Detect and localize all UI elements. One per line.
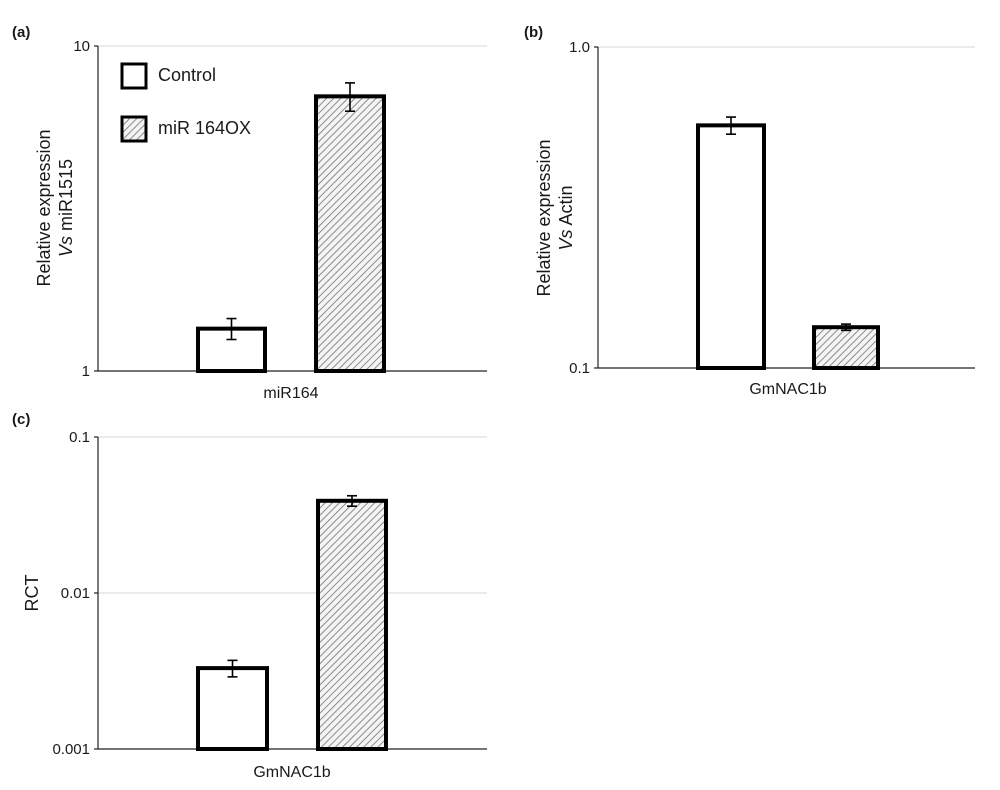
- chart-panel-a: (a) 1 10 Relative expression Vs miR1515 miR16…: [12, 24, 487, 402]
- y-tick-label: 1.0: [569, 39, 590, 56]
- x-category-label: miR164: [263, 385, 318, 402]
- bar-mir-164ox: [316, 498, 388, 751]
- bar-control: [196, 666, 269, 751]
- legend-swatch-mir164ox: [120, 115, 148, 143]
- legend-label-mir164ox: miR 164OX: [158, 118, 251, 138]
- legend-swatch-control: [120, 62, 148, 90]
- y-tick-label: 10: [73, 38, 90, 55]
- y-tick-label: 0.001: [52, 741, 90, 758]
- y-tick-label: 0.01: [61, 585, 90, 602]
- y-axis-title-line: Relative expression: [34, 129, 54, 286]
- y-axis-title: Relative expression Vs miR1515: [34, 129, 76, 286]
- panel-letter: (c): [12, 411, 30, 428]
- y-axis-title: RCT: [22, 575, 42, 612]
- y-axis-title-line: Relative expression: [534, 139, 554, 296]
- panel-letter: (a): [12, 24, 30, 41]
- bar-mir-164ox: [314, 94, 386, 373]
- y-axis-title-italic: Vs: [56, 236, 76, 257]
- chart-panel-b: (b) 0.1 1.0 Relative expression Vs Actin GmNA…: [524, 24, 975, 398]
- legend-label-control: Control: [158, 65, 216, 85]
- y-axis-title-line: Vs miR1515: [56, 159, 76, 257]
- legend: Control miR 164OX: [120, 62, 251, 143]
- y-axis-title-italic: Vs: [556, 230, 576, 251]
- y-axis-title: Relative expression Vs Actin: [534, 139, 576, 296]
- x-category-label: GmNAC1b: [749, 381, 826, 398]
- panel-letter: (b): [524, 24, 543, 41]
- bar-mir-164ox: [812, 325, 880, 371]
- x-category-label: GmNAC1b: [253, 764, 330, 781]
- y-tick-label: 1: [82, 363, 90, 380]
- chart-panel-c: (c) 0.001 0.01 0.1 RCT GmNAC1b: [12, 411, 487, 781]
- y-axis-title-line: RCT: [22, 575, 42, 612]
- y-axis-title-line: Vs Actin: [556, 185, 576, 250]
- y-tick-label: 0.1: [569, 360, 590, 377]
- y-tick-label: 0.1: [69, 429, 90, 446]
- bar-control: [696, 123, 766, 371]
